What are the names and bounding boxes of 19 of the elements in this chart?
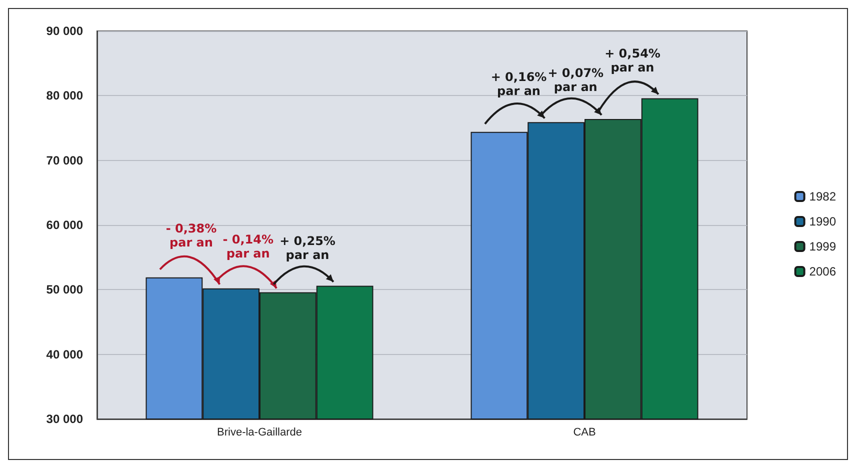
legend-label: 2006 bbox=[809, 264, 836, 278]
annotation: + 0,16% par an bbox=[490, 70, 547, 98]
y-tick-label: 60 000 bbox=[46, 218, 84, 232]
y-tick-label: 80 000 bbox=[46, 88, 84, 103]
annotation: + 0,25% par an bbox=[280, 234, 336, 262]
y-tick-label: 40 000 bbox=[46, 347, 84, 362]
x-tick-label: Brive-la-Gaillarde bbox=[217, 426, 302, 438]
y-tick-label: 30 000 bbox=[46, 412, 84, 426]
annotation: - 0,38% par an bbox=[166, 221, 217, 250]
y-tick-label: 70 000 bbox=[46, 153, 84, 168]
legend-label: 1999 bbox=[809, 240, 836, 254]
legend-label: 1990 bbox=[809, 214, 836, 228]
y-tick-label: 90 000 bbox=[46, 24, 84, 38]
annotation: + 0,54% par an bbox=[604, 46, 660, 74]
legend-label: 1982 bbox=[809, 190, 836, 204]
y-tick-label: 50 000 bbox=[46, 282, 84, 297]
annotation: - 0,14% par an bbox=[222, 232, 274, 260]
annotation: + 0,07% par an bbox=[548, 66, 604, 94]
x-tick-label: CAB bbox=[573, 426, 596, 438]
